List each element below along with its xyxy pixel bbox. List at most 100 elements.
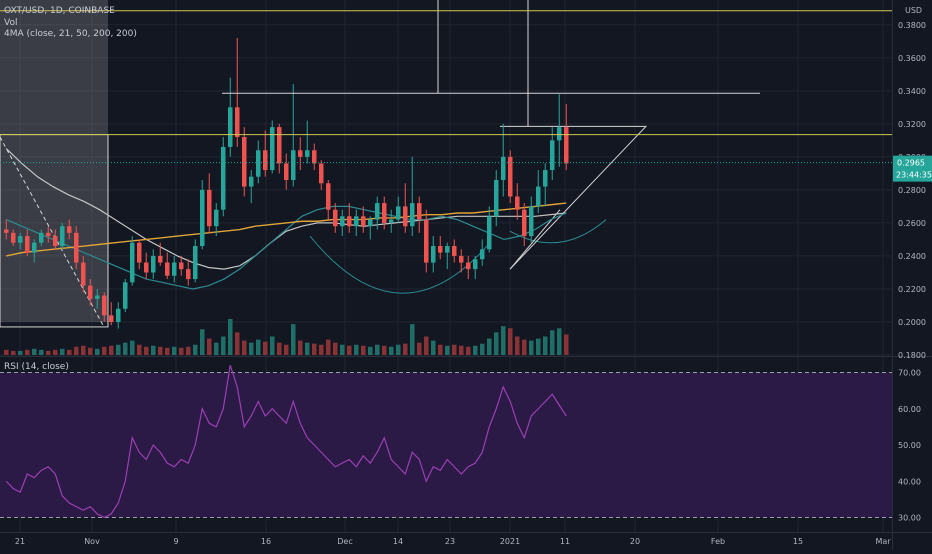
- volume-bar: [88, 347, 93, 355]
- volume-bar: [473, 345, 478, 355]
- volume-bar: [172, 346, 177, 355]
- volume-bar: [263, 341, 268, 355]
- volume-bar: [11, 350, 16, 355]
- candle-body: [515, 196, 520, 210]
- price-tick-10: 0.1800: [898, 351, 926, 360]
- price-axis: USD0.38000.36000.34000.32000.30000.28000…: [893, 6, 932, 360]
- symbol-legend: OXT/USD, 1D, COINBASE: [4, 6, 115, 16]
- volume-bar: [445, 345, 450, 355]
- time-tick-2: 9: [173, 537, 178, 546]
- candle-body: [144, 262, 149, 273]
- rsi-pane: 70.00 60.00 50.00 40.00 30.00: [0, 365, 921, 523]
- candle-body: [396, 206, 401, 220]
- candle-body: [158, 255, 163, 263]
- volume-bar: [410, 324, 415, 355]
- countdown-label: 23:44:35: [896, 171, 932, 180]
- volume-bar: [193, 344, 198, 355]
- volume-bar: [67, 349, 72, 355]
- volume-bar: [522, 339, 527, 355]
- candle-body: [263, 150, 268, 171]
- candle-body: [312, 150, 317, 164]
- candle-body: [60, 226, 65, 247]
- volume-bar: [200, 329, 205, 355]
- drawing-shapes: [0, 0, 648, 328]
- volume-bar: [109, 345, 114, 355]
- volume-bar: [102, 346, 107, 355]
- candle-body: [165, 262, 170, 276]
- rsi-tick-0: 70.00: [898, 369, 921, 378]
- candle-body: [207, 189, 212, 227]
- moving-averages: [5, 148, 567, 290]
- candle-body: [32, 242, 37, 253]
- volume-bar: [515, 336, 520, 355]
- volume-bar: [81, 345, 86, 355]
- candle-body: [242, 137, 247, 187]
- candle-body: [452, 246, 457, 256]
- volume-bar: [564, 334, 569, 355]
- time-tick-3: 16: [261, 537, 271, 546]
- time-tick-9: 20: [630, 537, 640, 546]
- candle-body: [487, 216, 492, 250]
- volume-bar: [186, 346, 191, 355]
- candle-body: [116, 308, 121, 322]
- volume-bar: [256, 339, 261, 355]
- candle-body: [291, 150, 296, 180]
- candle-body: [277, 127, 282, 164]
- volume-bar: [333, 342, 338, 355]
- candle-body: [480, 249, 485, 260]
- volume-bar: [270, 336, 275, 355]
- volume-bar: [438, 344, 443, 355]
- volume-bar: [284, 344, 289, 355]
- candle-body: [417, 203, 422, 220]
- candle-body: [130, 242, 135, 283]
- dashed-trend: [0, 136, 105, 328]
- candle-body: [466, 262, 471, 270]
- candle-body: [11, 232, 16, 243]
- volume-bar: [480, 343, 485, 355]
- rsi-tick-1: 60.00: [898, 405, 921, 414]
- volume-bar: [396, 344, 401, 355]
- volume-bar: [74, 346, 79, 355]
- candle-body: [284, 163, 289, 180]
- candle-body: [347, 216, 352, 227]
- price-tick-9: 0.2000: [898, 318, 926, 327]
- volume-bar: [53, 349, 58, 355]
- rsi-tick-2: 50.00: [898, 441, 921, 450]
- candle-body: [235, 107, 240, 138]
- volume-bar: [319, 344, 324, 355]
- cup-curve: [309, 235, 491, 294]
- volume-bar: [424, 336, 429, 355]
- volume-bar: [298, 340, 303, 355]
- candle-body: [326, 183, 331, 210]
- candle-body: [543, 170, 548, 187]
- candle-body: [424, 219, 429, 263]
- volume-bar: [277, 342, 282, 355]
- candle-body: [459, 255, 464, 263]
- rsi-legend: RSI (14, close): [4, 362, 69, 372]
- time-tick-7: 2021: [500, 537, 520, 546]
- candle-body: [354, 216, 359, 227]
- candle-body: [67, 226, 72, 233]
- volume-bar: [95, 348, 100, 355]
- time-tick-12: Mar: [875, 537, 891, 546]
- volume-bar: [25, 349, 30, 355]
- candle-body: [25, 236, 30, 253]
- volume-bar: [508, 328, 513, 355]
- candle-body: [501, 156, 506, 180]
- last-price-label: 0.2965: [897, 159, 925, 168]
- candle-body: [410, 203, 415, 227]
- volume-bar: [557, 328, 562, 355]
- volume-bar: [361, 345, 366, 355]
- candle-body: [557, 127, 562, 141]
- candle-body: [53, 236, 58, 247]
- candle-body: [319, 163, 324, 184]
- volume-bar: [137, 344, 142, 355]
- time-tick-0: 21: [15, 537, 25, 546]
- highlight-box: [0, 0, 108, 322]
- volume-bar: [543, 336, 548, 355]
- candle-body: [375, 203, 380, 220]
- triangle-upper: [500, 125, 648, 270]
